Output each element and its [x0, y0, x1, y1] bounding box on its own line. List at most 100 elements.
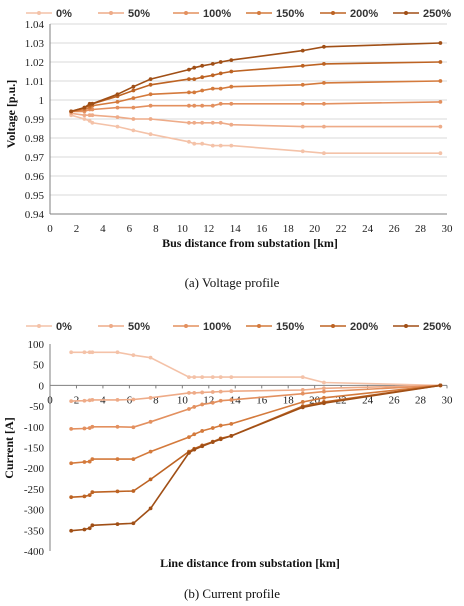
current-data-point	[115, 350, 120, 355]
voltage-data-point	[322, 124, 326, 129]
current-x-tick-label: 12	[203, 394, 214, 406]
voltage-legend-label: 200%	[350, 8, 378, 20]
current-data-point	[210, 375, 215, 380]
voltage-series-100pct	[69, 100, 443, 114]
current-data-point	[192, 390, 197, 395]
current-data-point	[300, 405, 305, 410]
voltage-x-tick-label: 14	[230, 223, 242, 235]
current-x-tick-label: 8	[153, 394, 159, 406]
voltage-y-tick-label: 1.03	[25, 38, 45, 50]
current-data-point	[187, 435, 191, 440]
voltage-data-point	[218, 71, 223, 76]
current-series	[69, 350, 443, 533]
voltage-x-tick-label: 30	[442, 223, 454, 235]
current-legend-label: 150%	[276, 321, 304, 333]
current-data-point	[187, 407, 191, 411]
current-data-point	[300, 391, 305, 396]
voltage-data-point	[131, 84, 136, 89]
voltage-x-tick-label: 0	[47, 223, 53, 235]
voltage-y-axis-label: Voltage [p.u.]	[4, 80, 18, 149]
current-data-point	[69, 495, 74, 500]
voltage-series-line-0pct	[70, 114, 441, 154]
current-data-point	[218, 389, 223, 394]
current-data-point	[438, 383, 443, 388]
voltage-data-point	[187, 103, 191, 108]
current-data-point	[218, 437, 223, 442]
current-x-tick-label: 10	[177, 394, 189, 406]
voltage-data-point	[148, 132, 153, 137]
current-x-tick-label: 24	[362, 394, 374, 406]
current-data-point	[322, 395, 326, 400]
voltage-data-point	[90, 107, 95, 112]
current-data-point	[148, 506, 153, 511]
voltage-data-point	[187, 77, 191, 81]
current-data-point	[200, 390, 205, 395]
current-data-point	[200, 402, 205, 407]
voltage-data-point	[322, 62, 326, 66]
voltage-legend-label: 50%	[128, 8, 150, 20]
voltage-data-point	[229, 143, 234, 148]
current-data-point	[90, 350, 95, 355]
voltage-data-point	[192, 77, 197, 81]
current-data-point	[90, 457, 95, 461]
voltage-data-point	[218, 86, 223, 91]
voltage-data-point	[322, 81, 326, 85]
voltage-data-point	[229, 69, 234, 74]
voltage-data-point	[148, 77, 153, 81]
voltage-legend-label: 0%	[56, 8, 72, 20]
current-legend-label: 0%	[56, 321, 72, 333]
current-data-point	[229, 422, 234, 426]
current-legend-marker	[257, 324, 261, 328]
voltage-data-point	[300, 82, 305, 87]
voltage-data-point	[210, 103, 215, 108]
voltage-y-tick-labels: 0.94 0.95 0.96 0.97 0.98 0.99 1 1.01 1.02 1.03 1.0…	[25, 19, 45, 221]
voltage-x-tick-label: 8	[153, 223, 159, 235]
current-data-point	[82, 527, 87, 532]
current-data-point	[82, 426, 87, 431]
voltage-data-point	[115, 92, 120, 97]
current-data-point	[210, 440, 215, 445]
voltage-data-point	[115, 105, 120, 110]
voltage-legend-marker	[404, 11, 408, 15]
voltage-data-point	[438, 100, 443, 104]
current-y-tick-label: -200	[24, 463, 45, 475]
current-data-point	[210, 400, 215, 405]
current-y-tick-label: -100	[24, 422, 45, 434]
current-data-point	[322, 380, 326, 385]
voltage-data-point	[210, 73, 215, 78]
voltage-y-tick-label: 0.99	[25, 114, 45, 126]
current-legend-label: 200%	[350, 321, 378, 333]
current-data-point	[322, 386, 326, 391]
current-y-tick-label: -400	[24, 546, 45, 558]
voltage-data-point	[87, 113, 92, 118]
current-data-point	[322, 401, 326, 406]
current-data-point	[131, 489, 136, 493]
current-data-point	[148, 395, 153, 400]
current-data-point	[69, 426, 74, 431]
voltage-data-point	[438, 41, 443, 45]
current-data-point	[69, 528, 74, 533]
current-data-point	[90, 490, 95, 495]
voltage-data-point	[229, 84, 234, 89]
current-y-tick-label: -300	[24, 505, 45, 517]
voltage-data-point	[300, 124, 305, 129]
voltage-data-point	[115, 124, 120, 129]
current-data-point	[200, 375, 205, 380]
current-data-point	[229, 397, 234, 402]
voltage-data-point	[218, 120, 223, 125]
current-y-tick-label: -250	[24, 484, 45, 496]
voltage-data-point	[229, 58, 234, 62]
voltage-data-point	[82, 113, 87, 118]
current-data-point	[131, 353, 136, 358]
voltage-data-point	[192, 65, 197, 70]
voltage-data-point	[192, 103, 197, 108]
voltage-data-point	[131, 117, 136, 121]
voltage-x-tick-label: 10	[177, 223, 189, 235]
voltage-data-point	[218, 143, 223, 148]
current-y-tick-labels: -400 -350 -300 -250 -200 -150 -100 -50 0 50 100	[24, 339, 45, 558]
current-data-point	[131, 521, 136, 526]
current-series-line-250pct	[71, 384, 441, 532]
voltage-legend-marker	[37, 11, 41, 15]
current-series-250pct	[69, 383, 443, 533]
voltage-data-point	[187, 90, 191, 95]
